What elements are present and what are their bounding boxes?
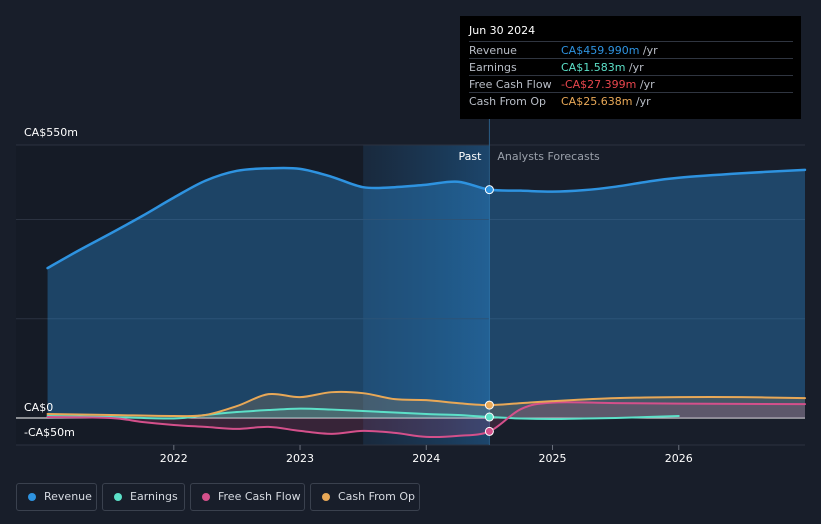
tooltip-unit: /yr [635, 95, 651, 108]
tooltip-row-earnings: Earnings CA$1.583m /yr [469, 58, 793, 75]
x-tick-label: 2022 [160, 452, 188, 465]
x-tick-label: 2025 [539, 452, 567, 465]
forecast-label: Analysts Forecasts [497, 150, 600, 163]
tooltip-label: Revenue [469, 44, 517, 57]
tooltip-value: CA$1.583m [561, 61, 626, 74]
earnings-dot-icon [114, 493, 122, 501]
past-label: Past [458, 150, 482, 163]
legend-label: Earnings [130, 490, 178, 503]
tooltip-value-cfo: CA$25.638m /yr [561, 95, 651, 108]
cash-from-op-line[interactable] [46, 390, 806, 418]
tooltip-unit: /yr [628, 61, 644, 74]
tooltip-value-earnings: CA$1.583m /yr [561, 61, 644, 74]
cash-from-op-dot-icon [322, 493, 330, 501]
y-label-zero: CA$0 [24, 401, 53, 414]
earnings-marker[interactable] [484, 412, 494, 422]
earnings-area [47, 408, 679, 419]
tooltip-value-fcf: -CA$27.399m /yr [561, 78, 655, 91]
x-tick-label: 2026 [665, 452, 693, 465]
tooltip-row-revenue: Revenue CA$459.990m /yr [469, 41, 793, 58]
legend-item-revenue[interactable]: Revenue [16, 483, 97, 511]
past-band [363, 145, 490, 445]
tooltip-unit: /yr [642, 44, 658, 57]
revenue-dot-icon [28, 493, 36, 501]
tooltip-label: Earnings [469, 61, 517, 74]
revenue-marker[interactable] [484, 185, 494, 195]
cash-from-op-marker[interactable] [484, 400, 494, 410]
legend-item-free-cash-flow[interactable]: Free Cash Flow [190, 483, 305, 511]
x-tick-label: 2024 [412, 452, 440, 465]
free-cash-flow-line[interactable] [46, 401, 806, 439]
tooltip-row-fcf: Free Cash Flow -CA$27.399m /yr [469, 75, 793, 92]
y-label-neg: -CA$50m [24, 426, 75, 439]
y-label-top: CA$550m [24, 126, 78, 139]
free-cash-flow-dot-icon [202, 493, 210, 501]
legend-label: Cash From Op [338, 490, 416, 503]
legend-label: Free Cash Flow [218, 490, 301, 503]
tooltip-date: Jun 30 2024 [469, 24, 536, 37]
tooltip-value: CA$459.990m [561, 44, 640, 57]
tooltip-row-cfo: Cash From Op CA$25.638m /yr [469, 92, 793, 109]
tooltip-label: Free Cash Flow [469, 78, 552, 91]
revenue-line[interactable] [46, 166, 807, 270]
revenue-area [47, 167, 806, 418]
legend-item-cash-from-op[interactable]: Cash From Op [310, 483, 420, 511]
tooltip: Jun 30 2024 Revenue CA$459.990m /yr Earn… [460, 16, 801, 119]
x-tick-label: 2023 [286, 452, 314, 465]
tooltip-unit: /yr [639, 78, 655, 91]
free-cash-flow-marker[interactable] [484, 426, 494, 436]
tooltip-label: Cash From Op [469, 95, 547, 108]
legend-label: Revenue [44, 490, 92, 503]
tooltip-value: -CA$27.399m [561, 78, 637, 91]
legend-item-earnings[interactable]: Earnings [102, 483, 185, 511]
tooltip-value-revenue: CA$459.990m /yr [561, 44, 658, 57]
tooltip-value: CA$25.638m [561, 95, 633, 108]
